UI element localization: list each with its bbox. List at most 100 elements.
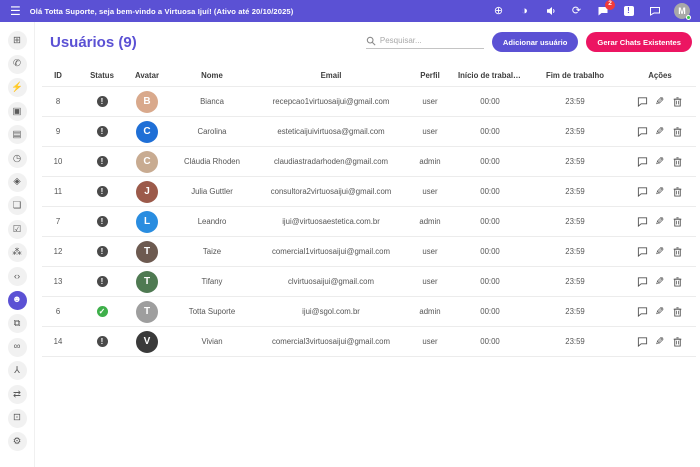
cell-nome: Bianca xyxy=(200,97,224,106)
status-icon: ! xyxy=(96,96,108,107)
avatar: T xyxy=(136,270,158,293)
chat-action-icon[interactable] xyxy=(637,156,648,167)
sidebar-item-chats[interactable]: ❏ xyxy=(7,196,27,216)
user-avatar[interactable]: M xyxy=(674,3,691,20)
delete-action-icon[interactable] xyxy=(672,306,683,317)
edit-action-icon[interactable]: ✎ xyxy=(655,96,665,108)
cell-status: ✓ xyxy=(74,306,130,317)
col-fim: Fim de trabalho xyxy=(545,70,605,80)
cell-id: 6 xyxy=(55,307,61,316)
sidebar-item-share[interactable]: ⁂ xyxy=(7,243,27,263)
sidebar-item-schedule[interactable]: ◷ xyxy=(7,148,27,168)
topbar: ☰ Olá Totta Suporte, seja bem-vindo a Vi… xyxy=(0,0,700,22)
search-input[interactable] xyxy=(379,36,480,45)
cell-fim: 23:59 xyxy=(565,307,585,316)
sidebar-item-settings[interactable]: ⚙ xyxy=(7,432,27,452)
topbar-actions: ⊕ ◑ ⟳ 2 ! M xyxy=(492,0,700,20)
chat-action-icon[interactable] xyxy=(637,186,648,197)
cell-perfil: user xyxy=(422,337,438,346)
chat-action-icon[interactable] xyxy=(637,246,648,257)
sidebar-item-docs-alert[interactable]: ⊡ xyxy=(7,408,27,428)
generate-chats-button[interactable]: Gerar Chats Existentes xyxy=(586,32,692,52)
sidebar-item-flows[interactable]: ⧉ xyxy=(7,314,27,334)
refresh-icon[interactable]: ⟳ xyxy=(571,4,582,17)
cell-nome: Julia Guttler xyxy=(191,187,233,196)
edit-action-icon[interactable]: ✎ xyxy=(655,276,665,288)
delete-action-icon[interactable] xyxy=(672,336,683,347)
globe-icon[interactable]: ⊕ xyxy=(493,4,504,17)
cell-nome: Totta Suporte xyxy=(188,307,236,316)
notification-badge: 2 xyxy=(605,0,615,10)
sidebar-item-kanban[interactable]: ▣ xyxy=(7,101,27,121)
edit-action-icon[interactable]: ✎ xyxy=(655,186,665,198)
cell-perfil: user xyxy=(422,277,438,286)
table-row: 9 ! C Carolina esteticaijuivirtuosa@gmai… xyxy=(42,117,696,147)
search-box xyxy=(365,36,484,49)
col-acoes: Ações xyxy=(648,70,672,80)
table-row: 11 ! J Julia Guttler consultora2virtuosa… xyxy=(42,177,696,207)
cell-fim: 23:59 xyxy=(565,97,585,106)
cell-inicio: 00:00 xyxy=(480,127,500,136)
delete-action-icon[interactable] xyxy=(672,156,683,167)
add-user-button[interactable]: Adicionar usuário xyxy=(491,32,579,52)
cell-email: clvirtuosaijui@gmail.com xyxy=(288,277,374,286)
col-avatar: Avatar xyxy=(135,70,159,80)
chat-notifications-icon[interactable]: 2 xyxy=(596,0,615,18)
chat-action-icon[interactable] xyxy=(637,336,648,347)
edit-action-icon[interactable]: ✎ xyxy=(655,336,665,348)
sidebar-item-contact-card[interactable]: ▤ xyxy=(7,125,27,145)
cell-id: 8 xyxy=(55,97,61,106)
cell-inicio: 00:00 xyxy=(480,187,500,196)
cell-status: ! xyxy=(74,156,130,167)
cell-acoes: ✎ xyxy=(628,305,692,318)
avatar: C xyxy=(136,120,158,143)
chat-action-icon[interactable] xyxy=(637,216,648,227)
delete-action-icon[interactable] xyxy=(672,126,683,137)
cell-email: recepcao1virtuosaijui@gmail.com xyxy=(272,97,390,106)
edit-action-icon[interactable]: ✎ xyxy=(655,126,665,138)
cell-id: 7 xyxy=(55,217,61,226)
sidebar-item-transfers[interactable]: ⇄ xyxy=(7,384,27,404)
cell-email: ijui@virtuosaestetica.com.br xyxy=(282,217,380,226)
cell-id: 9 xyxy=(55,127,61,136)
table-row: 12 ! T Taize comercial1virtuosaijui@gmai… xyxy=(42,237,696,267)
delete-action-icon[interactable] xyxy=(672,246,683,257)
alert-icon[interactable]: ! xyxy=(622,5,635,18)
menu-icon[interactable]: ☰ xyxy=(10,4,21,18)
avatar: J xyxy=(136,180,158,203)
chat-action-icon[interactable] xyxy=(637,126,648,137)
delete-action-icon[interactable] xyxy=(672,96,683,107)
chat-action-icon[interactable] xyxy=(637,96,648,107)
sidebar-item-whatsapp[interactable]: ✆ xyxy=(7,54,27,74)
sidebar-item-quick-actions[interactable]: ⚡ xyxy=(7,78,27,98)
sidebar-item-code[interactable]: ‹› xyxy=(7,266,27,286)
volume-icon[interactable] xyxy=(544,5,557,18)
cell-status: ! xyxy=(74,126,130,137)
cell-fim: 23:59 xyxy=(565,187,585,196)
cell-id: 12 xyxy=(53,247,63,256)
sidebar-item-tags[interactable]: ◈ xyxy=(7,172,27,192)
sidebar-item-integrations[interactable]: ∞ xyxy=(7,337,27,357)
delete-action-icon[interactable] xyxy=(672,276,683,287)
sidebar-item-users[interactable]: ☻ xyxy=(7,290,27,310)
cell-perfil: admin xyxy=(419,157,441,166)
support-chat-icon[interactable] xyxy=(648,5,661,18)
edit-action-icon[interactable]: ✎ xyxy=(655,246,665,258)
sidebar-item-dashboard[interactable]: ⊞ xyxy=(7,31,27,50)
cell-fim: 23:59 xyxy=(565,157,585,166)
online-status-dot xyxy=(686,15,691,20)
chat-action-icon[interactable] xyxy=(637,276,648,287)
cell-avatar: C xyxy=(130,150,164,173)
chat-action-icon[interactable] xyxy=(637,306,648,317)
sidebar-item-hierarchy[interactable]: ⅄ xyxy=(7,361,27,381)
cell-inicio: 00:00 xyxy=(480,337,500,346)
col-status: Status xyxy=(90,70,114,80)
dark-mode-icon[interactable]: ◑ xyxy=(521,4,528,17)
edit-action-icon[interactable]: ✎ xyxy=(655,306,665,318)
delete-action-icon[interactable] xyxy=(672,216,683,227)
edit-action-icon[interactable]: ✎ xyxy=(655,156,665,168)
delete-action-icon[interactable] xyxy=(672,186,683,197)
edit-action-icon[interactable]: ✎ xyxy=(655,216,665,228)
cell-perfil: user xyxy=(422,247,438,256)
sidebar-item-calendar-check[interactable]: ☑ xyxy=(7,219,27,239)
